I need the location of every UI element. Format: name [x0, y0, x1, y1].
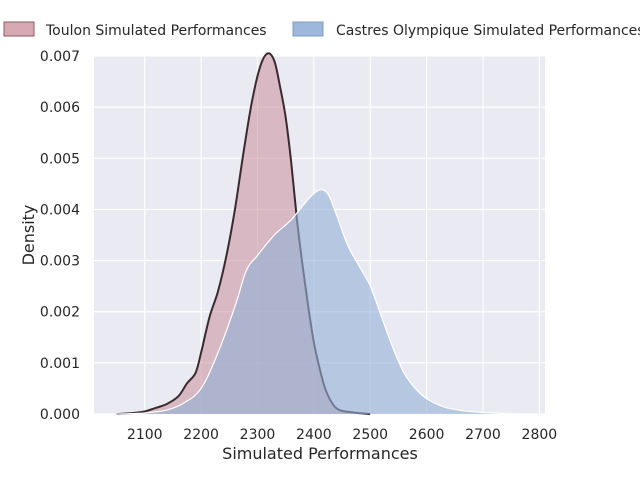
legend-label-toulon: Toulon Simulated Performances [45, 23, 267, 39]
legend-label-castres: Castres Olympique Simulated Performances [336, 23, 640, 39]
y-tick-label: 0.007 [40, 49, 80, 65]
x-tick-label: 2600 [409, 427, 445, 443]
legend-swatch-castres [292, 21, 324, 37]
y-tick-label: 0.003 [40, 254, 80, 270]
legend-swatch-toulon [3, 21, 35, 37]
density-line-castres [116, 189, 523, 415]
legend: Toulon Simulated Performances Castres Ol… [3, 21, 640, 39]
x-tick-label: 2100 [127, 427, 163, 443]
y-tick-label: 0.000 [40, 407, 80, 423]
y-axis-label: Density [19, 205, 38, 266]
x-tick-label: 2800 [522, 427, 558, 443]
y-tick-label: 0.005 [40, 151, 80, 167]
x-tick-label: 2300 [240, 427, 276, 443]
x-tick-label: 2400 [296, 427, 332, 443]
density-areas [116, 52, 523, 415]
y-axis-ticks: 0.000 0.001 0.002 0.003 0.004 0.005 0.006 0.007 [40, 49, 80, 423]
x-tick-label: 2500 [352, 427, 388, 443]
x-tick-label: 2700 [465, 427, 501, 443]
y-tick-label: 0.004 [40, 202, 80, 218]
x-axis-ticks: 2100 2200 2300 2400 2500 2600 2700 2800 [127, 427, 557, 443]
x-tick-label: 2200 [183, 427, 219, 443]
y-tick-label: 0.001 [40, 356, 80, 372]
x-axis-label: Simulated Performances [222, 444, 418, 463]
density-area-castres [116, 189, 523, 414]
y-tick-label: 0.002 [40, 305, 80, 321]
y-tick-label: 0.006 [40, 100, 80, 116]
